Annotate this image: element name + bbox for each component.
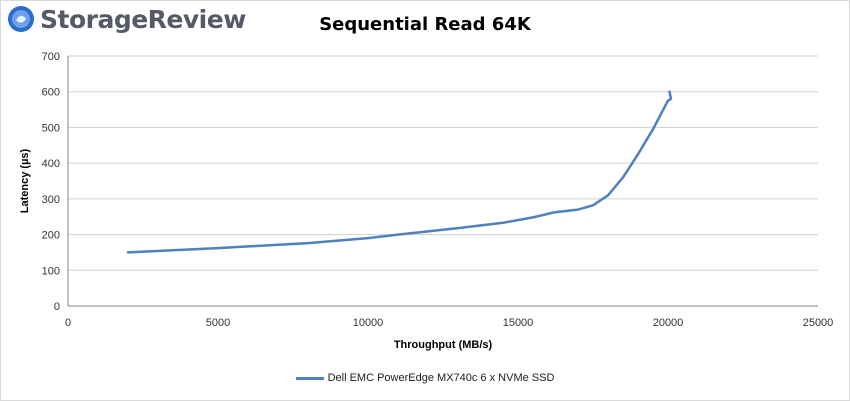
y-tick-label: 600 [42, 87, 60, 99]
x-axis-title: Throughput (MB/s) [394, 339, 493, 351]
y-tick-label: 700 [42, 51, 60, 63]
brand-name: StorageReview [40, 4, 246, 34]
chart-title: Sequential Read 64K [319, 14, 531, 35]
legend: Dell EMC PowerEdge MX740c 6 x NVMe SSD [0, 372, 850, 384]
gridlines [68, 55, 818, 271]
x-tick-label: 0 [65, 317, 71, 329]
x-tick-label: 20000 [653, 317, 684, 329]
legend-label: Dell EMC PowerEdge MX740c 6 x NVMe SSD [327, 372, 555, 384]
series-line-0 [126, 90, 673, 254]
y-tick-labels: 0 100 200 300 400 500 600 700 [42, 51, 60, 313]
legend-swatch [295, 376, 324, 380]
y-tick-label: 500 [42, 122, 60, 134]
x-tick-label: 25000 [803, 317, 834, 329]
storagereview-logo-icon [8, 6, 34, 32]
series-layer [126, 90, 673, 254]
y-tick-label: 200 [42, 230, 60, 242]
y-tick-label: 300 [42, 194, 60, 206]
y-tick-label: 100 [42, 265, 60, 277]
logo: StorageReview [6, 4, 246, 34]
y-tick-label: 400 [42, 158, 60, 170]
x-tick-label: 10000 [353, 317, 384, 329]
x-tick-labels: 0 5000 10000 15000 20000 25000 [65, 317, 833, 329]
y-axis-title: Latency (µs) [19, 148, 31, 213]
x-tick-label: 5000 [206, 317, 230, 329]
x-tick-label: 15000 [503, 317, 534, 329]
y-tick-label: 0 [54, 301, 60, 313]
